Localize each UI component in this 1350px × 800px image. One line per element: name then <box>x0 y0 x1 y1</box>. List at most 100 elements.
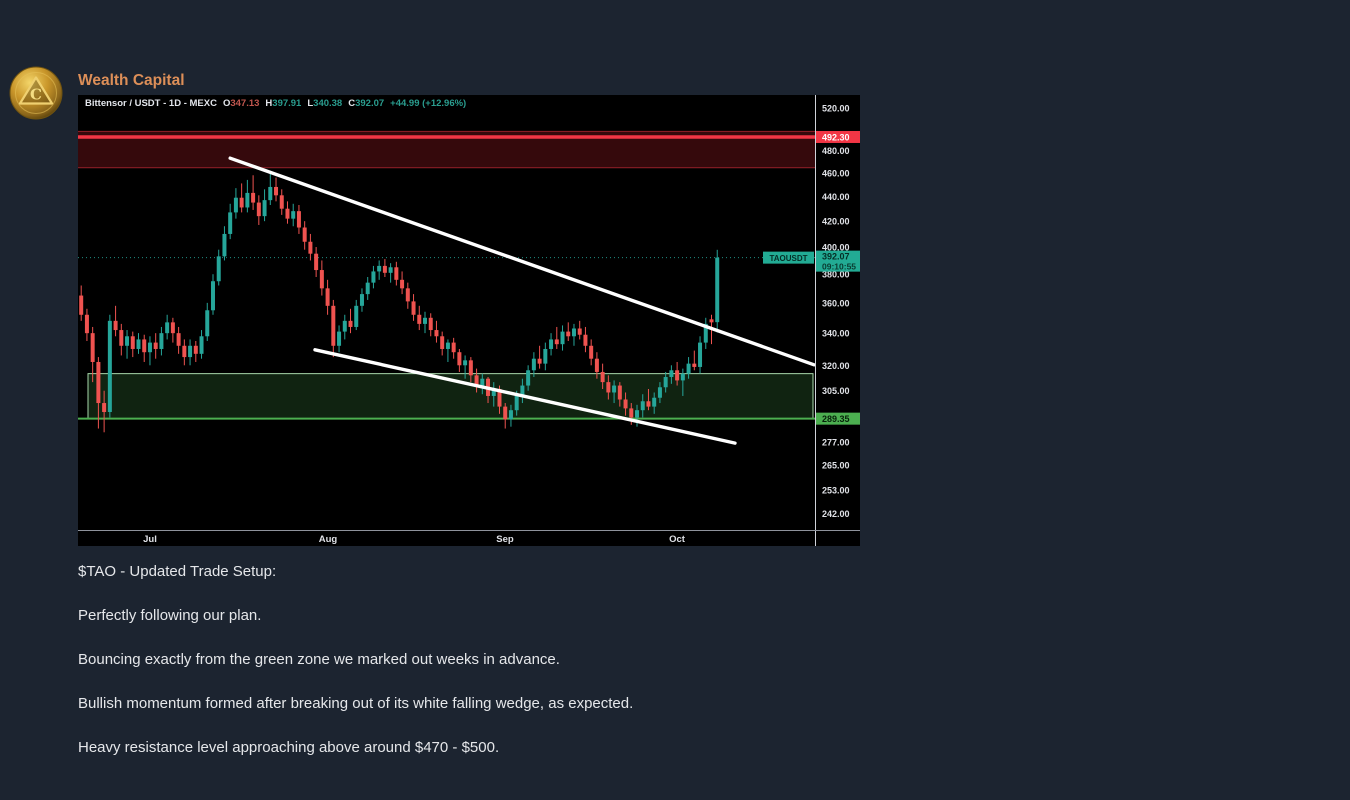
svg-text:460.00: 460.00 <box>822 168 850 178</box>
candle <box>96 361 101 404</box>
logo-letter: C <box>30 86 42 104</box>
svg-text:TAOUSDT: TAOUSDT <box>769 254 807 263</box>
ohlc-open-label: O <box>222 98 231 109</box>
candle <box>130 336 135 349</box>
candle <box>423 317 427 324</box>
svg-text:360.00: 360.00 <box>822 298 850 308</box>
candle <box>210 281 215 311</box>
candle <box>147 342 152 353</box>
candle <box>583 334 588 346</box>
trendline-wedge-upper <box>228 156 816 367</box>
candle <box>193 345 198 354</box>
ohlc-low-label: L <box>307 98 314 109</box>
svg-text:Jul: Jul <box>143 534 157 545</box>
candle <box>543 348 548 364</box>
post-line-3: Bouncing exactly from the green zone we … <box>78 651 560 668</box>
candle <box>153 342 158 349</box>
candle <box>90 333 95 362</box>
candle <box>388 267 393 273</box>
candle <box>279 195 284 209</box>
candle <box>365 282 370 295</box>
candle <box>245 192 250 208</box>
candle <box>400 279 405 289</box>
candle <box>417 314 422 324</box>
svg-text:392.07: 392.07 <box>822 252 850 262</box>
candle <box>457 352 462 366</box>
candle <box>514 395 519 411</box>
candle <box>359 294 364 306</box>
candle <box>205 310 210 337</box>
candle <box>136 339 141 349</box>
trendline-wedge-lower <box>313 348 737 445</box>
candle <box>428 317 433 331</box>
svg-text:400.00: 400.00 <box>822 243 850 253</box>
chart-symbol-title: Bittensor / USDT - 1D - MEXC <box>85 98 217 109</box>
ohlc-close-value: 392.07 <box>355 98 385 109</box>
candle <box>107 320 112 413</box>
candle <box>239 197 244 208</box>
candle <box>491 388 496 396</box>
candle <box>176 333 181 346</box>
candle <box>474 375 479 386</box>
svg-text:09:10:55: 09:10:55 <box>822 262 856 272</box>
price-axis: 520.00 480.00 460.00 440.00 420.00 400.00 380.… <box>822 103 850 518</box>
chart-image[interactable]: Bittensor / USDT - 1D - MEXC O347.13 H397.… <box>78 95 860 546</box>
candle <box>394 267 399 280</box>
candle <box>233 197 238 213</box>
candle <box>692 363 697 367</box>
post-text: $TAO - Updated Trade Setup: Perfectly fo… <box>78 562 798 782</box>
svg-text:265.00: 265.00 <box>822 461 850 471</box>
brand-avatar[interactable]: C <box>9 66 63 120</box>
candle <box>102 403 107 413</box>
post-line-1: $TAO - Updated Trade Setup: <box>78 563 277 580</box>
candle <box>222 233 227 257</box>
candle <box>646 401 651 407</box>
candle <box>119 330 124 346</box>
candle <box>612 385 617 393</box>
candle <box>285 208 290 219</box>
candles <box>79 170 720 433</box>
svg-text:480.00: 480.00 <box>822 146 850 156</box>
candle <box>503 406 508 420</box>
svg-text:520.00: 520.00 <box>822 103 850 113</box>
candle <box>216 256 221 282</box>
candle <box>165 322 170 334</box>
ohlc-high-label: H <box>265 98 273 109</box>
candle <box>600 371 605 383</box>
candle <box>594 358 599 372</box>
candle <box>703 323 708 343</box>
candle <box>182 345 187 358</box>
candle <box>170 322 175 334</box>
svg-text:Oct: Oct <box>669 534 686 545</box>
candle <box>113 320 118 331</box>
candle <box>652 397 657 407</box>
candlestick-chart: 520.00 480.00 460.00 440.00 420.00 400.00 380.… <box>78 95 860 546</box>
candle <box>337 331 342 346</box>
candle <box>468 360 473 376</box>
post-line-5: Heavy resistance level approaching above… <box>78 739 500 756</box>
candle <box>188 345 193 358</box>
candle <box>560 331 565 345</box>
candle <box>640 401 645 411</box>
candle <box>262 200 267 217</box>
brand-name[interactable]: Wealth Capital <box>78 72 185 89</box>
chart-ohlc-header: Bittensor / USDT - 1D - MEXC O347.13 H397.… <box>85 98 466 109</box>
candle <box>623 399 628 409</box>
candle <box>434 330 439 337</box>
candle <box>566 331 571 337</box>
candle <box>606 382 611 393</box>
candle <box>680 373 685 381</box>
svg-text:440.00: 440.00 <box>822 192 850 202</box>
candle <box>675 370 680 381</box>
candle <box>526 370 531 386</box>
svg-text:253.00: 253.00 <box>822 485 850 495</box>
ohlc-change-value: +44.99 (+12.96%) <box>390 98 467 109</box>
candle <box>319 270 324 289</box>
candle <box>84 314 89 334</box>
svg-text:320.00: 320.00 <box>822 361 850 371</box>
svg-text:Sep: Sep <box>496 534 514 545</box>
candle <box>268 186 273 201</box>
candle <box>589 345 594 359</box>
candle <box>669 370 674 378</box>
